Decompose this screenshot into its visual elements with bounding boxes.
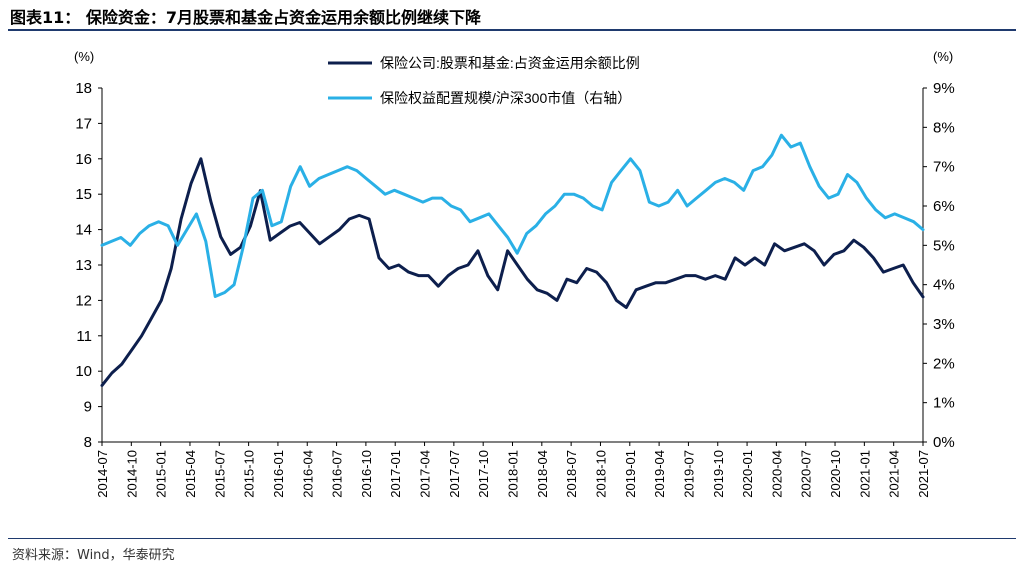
x-tick-label: 2015-04 [183,450,198,498]
x-tick-label: 2018-01 [506,450,521,498]
x-tick-label: 2021-04 [887,450,902,498]
footer-divider [8,538,1016,539]
series-line-equity-ratio [100,157,925,387]
y-right-tick-label: 2% [933,355,955,372]
figure-header: 图表11： 保险资金：7月股票和基金占资金运用余额比例继续下降 [0,0,1026,31]
figure-title: 图表11： 保险资金：7月股票和基金占资金运用余额比例继续下降 [10,8,481,27]
legend-label: 保险权益配置规模/沪深300市值（右轴） [380,90,631,106]
y-left-tick-label: 10 [75,363,92,380]
x-tick-label: 2016-07 [330,450,345,498]
y-left-tick-label: 9 [84,399,92,416]
y-axis-right-unit: (%) [933,49,953,64]
x-tick-label: 2018-07 [564,450,579,498]
y-left-tick-label: 17 [75,115,92,132]
line-chart: (%) (%) 8 9 10 11 12 13 14 15 16 17 18 0% 1% 2% 3% 4% 5% 6%… [74,49,955,498]
x-tick-label: 2019-10 [711,450,726,498]
x-tick-label: 2019-04 [652,450,667,498]
x-tick-label: 2020-01 [740,450,755,498]
y-right-tick-label: 6% [933,198,955,215]
x-tick-label: 2020-04 [769,450,784,498]
y-left-tick-label: 14 [75,222,92,239]
x-tick-label: 2017-01 [388,450,403,498]
legend-label: 保险公司:股票和基金:占资金运用余额比例 [380,55,640,71]
y-left-tick-label: 11 [76,328,92,345]
y-left-tick-label: 8 [84,434,92,451]
x-tick-label: 2019-01 [623,450,638,498]
x-tick-label: 2021-01 [857,450,872,498]
x-tick-label: 2018-10 [593,450,608,498]
source-note: 资料来源：Wind，华泰研究 [12,548,175,563]
y-left-tick-label: 16 [75,151,92,168]
y-left-tick-label: 12 [75,292,92,309]
y-right-tick-label: 8% [933,119,955,136]
chart-series [100,133,925,387]
y-right-tick-label: 5% [933,237,955,254]
y-axis-left-unit: (%) [74,49,94,64]
x-tick-label: 2016-01 [271,450,286,498]
x-tick-label: 2021-07 [916,450,931,498]
y-left-tick-label: 15 [75,186,92,203]
series-line-equity-to-csi300 [100,133,925,298]
x-tick-label: 2020-07 [799,450,814,498]
y-right-tick-label: 7% [933,159,955,176]
x-tick-label: 2015-10 [242,450,257,498]
chart-axes: (%) (%) 8 9 10 11 12 13 14 15 16 17 18 0% 1% 2% 3% 4% 5% 6%… [74,49,955,498]
x-tick-label: 2016-04 [300,450,315,498]
x-tick-label: 2017-07 [447,450,462,498]
x-tick-label: 2014-10 [124,450,139,498]
x-tick-label: 2016-10 [359,450,374,498]
x-tick-label: 2015-07 [212,450,227,498]
x-tick-label: 2019-07 [681,450,696,498]
x-tick-label: 2018-04 [535,450,550,498]
x-tick-label: 2020-10 [828,450,843,498]
y-left-tick-label: 18 [75,80,92,97]
y-left-tick-label: 13 [75,257,92,274]
x-tick-label: 2015-01 [154,450,169,498]
x-tick-label: 2014-07 [95,450,110,498]
x-tick-label: 2017-04 [418,450,433,498]
y-right-tick-label: 3% [933,316,955,333]
y-right-tick-label: 9% [933,80,955,97]
y-right-tick-label: 0% [933,434,955,451]
y-right-tick-label: 1% [933,395,955,412]
x-tick-label: 2017-10 [476,450,491,498]
y-right-tick-label: 4% [933,277,955,294]
header-divider [8,29,1016,31]
